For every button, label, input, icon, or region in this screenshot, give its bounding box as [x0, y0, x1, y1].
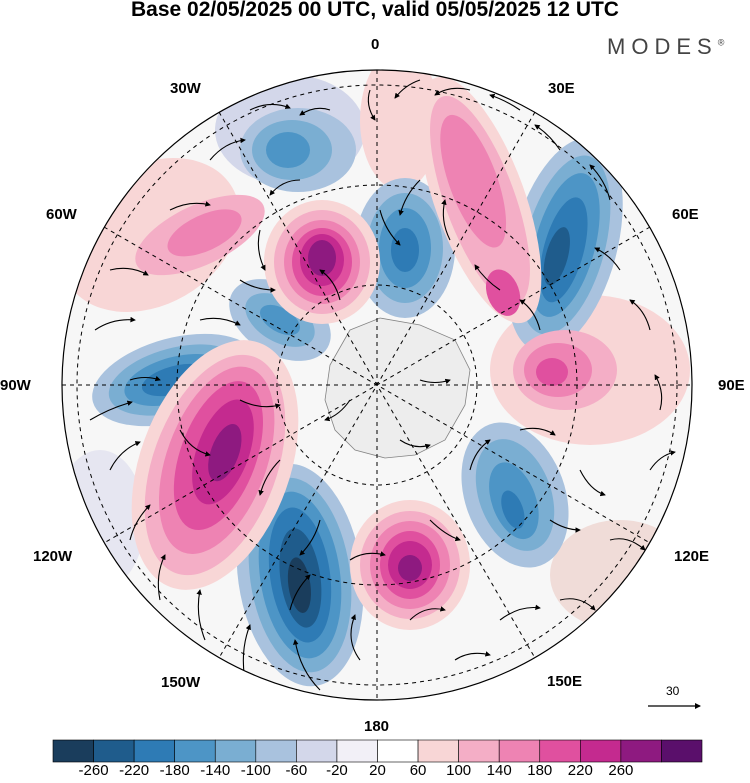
lon-label-120e: 120E: [674, 548, 710, 565]
pos-center-20e: [418, 76, 542, 324]
colorbar-tick-label: 180: [527, 762, 553, 779]
lon-label-150w: 150W: [161, 674, 201, 691]
colorbar-swatch: [620, 739, 662, 763]
pos-center-60w: [135, 194, 265, 276]
lon-label-30w: 30W: [170, 80, 201, 97]
colorbar-tick-label: 100: [446, 762, 472, 779]
colorbar-tick-label: -60: [285, 762, 308, 779]
pos-center-45w: [264, 200, 380, 324]
colorbar-swatch: [498, 739, 541, 763]
anomaly-field: [62, 70, 692, 700]
pos-center-90e: [513, 330, 617, 410]
colorbar-tick-label: -100: [240, 762, 271, 779]
reference-vector-label: 30: [666, 684, 680, 698]
colorbar-swatch: [336, 739, 378, 763]
colorbar-tick-label: -20: [326, 762, 348, 779]
colorbar-swatch: [580, 739, 622, 763]
colorbar-swatch: [661, 739, 703, 763]
lon-label-120w: 120W: [33, 548, 73, 565]
pos-center-165e: [350, 500, 470, 630]
brand-logo: MODES®: [607, 34, 725, 59]
neg-center-15e: [355, 178, 455, 318]
colorbar-tick-label: -260: [78, 762, 109, 779]
neg-center-30w: [240, 108, 356, 192]
lon-label-90w: 90W: [0, 377, 31, 394]
colorbar-tick-label: 20: [369, 762, 386, 779]
colorbar-swatch: [417, 739, 459, 763]
lon-label-0: 0: [371, 36, 380, 53]
colorbar-swatch: [539, 739, 581, 763]
colorbar-swatch: [377, 739, 419, 763]
lon-label-60e: 60E: [672, 206, 699, 223]
colorbar-swatch: [458, 739, 500, 763]
colorbar-swatch: [255, 739, 297, 763]
shade-neg: [62, 450, 145, 590]
colorbar-swatch: [133, 739, 175, 763]
lon-label-30e: 30E: [548, 80, 575, 97]
colorbar-swatch: [296, 739, 338, 763]
neg-center-135e: [461, 422, 569, 568]
graticule: [62, 70, 692, 700]
colorbar-tick-label: -180: [159, 762, 190, 779]
lon-label-180: 180: [364, 718, 390, 735]
colorbar-tick-label: 220: [567, 762, 593, 779]
colorbar-tick-label: 60: [409, 762, 427, 779]
colorbar-tick-label: -220: [119, 762, 150, 779]
colorbar-tick-label: -140: [200, 762, 231, 779]
colorbar-swatch: [214, 739, 257, 763]
colorbar-swatch: [93, 739, 135, 763]
colorbar: [52, 739, 703, 763]
lon-label-90e: 90E: [718, 377, 745, 394]
wind-vectors: [89, 79, 676, 691]
pos-center-75w: [131, 340, 299, 590]
colorbar-tick-label: 140: [486, 762, 512, 779]
lon-label-150e: 150E: [547, 673, 583, 690]
map-title: Base 02/05/2025 00 UTC, valid 05/05/2025…: [131, 0, 619, 21]
lon-label-60w: 60W: [46, 206, 77, 223]
colorbar-swatch: [174, 739, 216, 763]
colorbar-tick-label: 260: [608, 762, 634, 779]
colorbar-swatch: [52, 739, 94, 763]
